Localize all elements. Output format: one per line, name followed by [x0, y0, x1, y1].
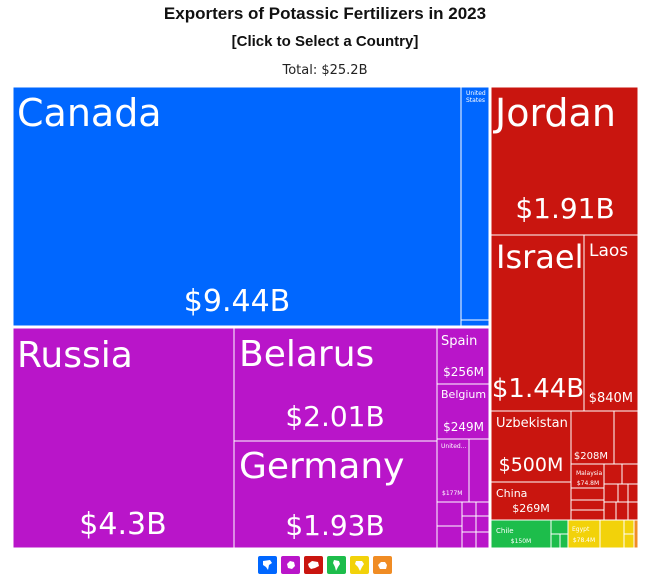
- tile-small-19[interactable]: [603, 501, 617, 521]
- tile-egypt-name: Egypt: [572, 526, 590, 533]
- tile-small-22[interactable]: [550, 519, 569, 535]
- tile-belarus-value: $2.01B: [285, 400, 384, 433]
- tile-small-25[interactable]: [599, 519, 625, 549]
- tile-small-3[interactable]: [436, 525, 463, 549]
- tile-germany[interactable]: [233, 440, 438, 549]
- tile-united-name: United...: [441, 443, 467, 450]
- tile-small-15[interactable]: [617, 483, 629, 503]
- tile-small-14[interactable]: [603, 483, 619, 503]
- tile-malaysia-name: Malaysia: [576, 470, 603, 477]
- tile-small-1[interactable]: [468, 438, 490, 503]
- tile-small-9[interactable]: [475, 531, 490, 549]
- tile-israel-name: Israel: [496, 238, 583, 276]
- tile-unlabeled-value: $208M: [574, 451, 608, 462]
- tile-jordan[interactable]: [490, 86, 639, 236]
- tile-spain-value: $256M: [443, 365, 484, 379]
- tile-united-value: $177M: [442, 490, 462, 497]
- chart-title: Exporters of Potassic Fertilizers in 202…: [163, 4, 487, 23]
- tile-spain-name: Spain: [441, 334, 477, 349]
- tile-uzbekistan-value: $500M: [499, 454, 564, 476]
- south-america-icon[interactable]: [327, 556, 346, 574]
- tile-russia-value: $4.3B: [79, 507, 166, 542]
- tile-small-11[interactable]: [603, 463, 623, 485]
- tile-small-17[interactable]: [570, 499, 605, 511]
- continent-legend: [258, 556, 392, 574]
- tile-united[interactable]: [436, 438, 470, 503]
- tile-laos[interactable]: [583, 234, 639, 412]
- europe-icon[interactable]: [281, 556, 300, 574]
- tile-small-5[interactable]: [475, 501, 490, 517]
- asia-icon[interactable]: [304, 556, 323, 574]
- tile-germany-name: Germany: [239, 446, 404, 487]
- tile-laos-name: Laos: [589, 241, 628, 261]
- tile-china-value: $269M: [512, 502, 550, 515]
- tile-small-26[interactable]: [623, 519, 635, 535]
- tile-small-23[interactable]: [550, 533, 561, 549]
- tile-small-20[interactable]: [615, 501, 629, 521]
- tile-small-18[interactable]: [570, 509, 605, 521]
- tile-belarus-name: Belarus: [239, 334, 374, 375]
- tile-belgium-name: Belgium: [441, 388, 486, 401]
- tile-spain[interactable]: [436, 327, 490, 385]
- tile-small-13[interactable]: [570, 487, 605, 501]
- tile-unlabeled[interactable]: [570, 410, 615, 465]
- tile-small-24[interactable]: [559, 533, 569, 549]
- tile-chile-value: $150M: [511, 538, 531, 545]
- tile-china-name: China: [496, 487, 527, 500]
- tile-russia-name: Russia: [17, 335, 133, 376]
- tile-israel-value: $1.44B: [492, 374, 584, 404]
- tile-small-7[interactable]: [475, 515, 490, 533]
- tile-israel[interactable]: [490, 234, 585, 412]
- tile-united-states-name-line2: States: [466, 97, 485, 104]
- tile-egypt-value: $78.4M: [573, 537, 595, 544]
- tile-small-10[interactable]: [613, 410, 639, 465]
- tile-small-6[interactable]: [461, 515, 477, 533]
- tile-laos-value: $840M: [589, 391, 633, 406]
- tile-united-states-name-line1: United: [466, 90, 486, 97]
- tile-small-0[interactable]: [460, 319, 490, 327]
- tile-small-16[interactable]: [627, 483, 639, 503]
- tile-belgium-value: $249M: [443, 420, 484, 434]
- tile-small-27[interactable]: [623, 533, 635, 549]
- tile-canada-value: $9.44B: [184, 284, 290, 319]
- tile-small-2[interactable]: [436, 501, 463, 527]
- tile-canada-name: Canada: [17, 91, 162, 135]
- tile-jordan-value: $1.91B: [515, 192, 614, 225]
- tile-belarus[interactable]: [233, 327, 438, 442]
- tile-small-28[interactable]: [633, 519, 639, 549]
- africa-icon[interactable]: [350, 556, 369, 574]
- tile-uzbekistan[interactable]: [490, 410, 572, 483]
- total-label: Total: $25.2B: [282, 63, 368, 78]
- tile-belgium[interactable]: [436, 383, 490, 440]
- tile-russia[interactable]: [12, 327, 235, 549]
- tile-small-8[interactable]: [461, 531, 477, 549]
- north-america-icon[interactable]: [258, 556, 277, 574]
- tile-small-4[interactable]: [461, 501, 477, 517]
- tile-uzbekistan-name: Uzbekistan: [496, 416, 568, 431]
- tile-united-states[interactable]: [460, 86, 490, 327]
- tile-jordan-name: Jordan: [493, 91, 616, 135]
- tile-small-12[interactable]: [621, 463, 639, 485]
- tile-small-21[interactable]: [627, 501, 639, 521]
- select-country-prompt[interactable]: [Click to Select a Country]: [231, 33, 419, 50]
- oceania-icon[interactable]: [373, 556, 392, 574]
- tile-canada[interactable]: [12, 86, 462, 327]
- tile-chile-name: Chile: [496, 527, 514, 535]
- tile-germany-value: $1.93B: [285, 509, 384, 542]
- tile-malaysia-value: $74.8M: [577, 480, 599, 487]
